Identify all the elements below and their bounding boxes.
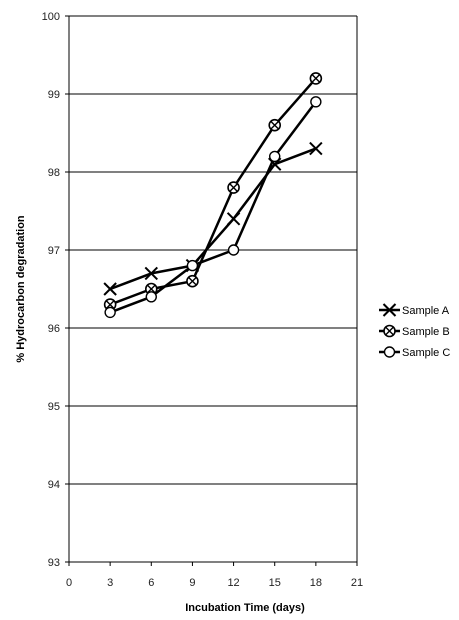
series-line-2 (109, 77, 317, 306)
series-markers (103, 72, 323, 319)
data-point-series-2 (103, 298, 117, 311)
y-tick-label: 95 (48, 401, 60, 413)
data-point-series-1 (103, 282, 117, 296)
legend-item: Sample B (379, 324, 450, 338)
y-tick-label: 99 (48, 89, 60, 101)
y-tick-label: 98 (48, 167, 60, 179)
y-tick-label: 97 (48, 245, 60, 257)
data-point-series-3 (227, 244, 240, 256)
series-line-3 (109, 101, 317, 314)
series-line-1 (109, 147, 317, 291)
series-lines (109, 77, 317, 314)
gridlines (69, 15, 357, 485)
data-point-series-3 (186, 259, 199, 272)
axes (65, 15, 358, 566)
data-point-series-2 (144, 282, 158, 296)
legend-marker (383, 346, 396, 358)
y-tick-label: 100 (42, 11, 60, 23)
data-point-series-3 (145, 291, 157, 303)
legend-label: Sample B (402, 326, 450, 338)
data-point-series-1 (309, 141, 323, 156)
legend-label: Sample C (402, 347, 450, 359)
x-tick-label: 15 (269, 577, 281, 589)
x-tick-label: 12 (227, 577, 239, 589)
legend-item: Sample A (379, 303, 450, 317)
data-point-series-1 (226, 212, 241, 226)
legend-marker (383, 324, 396, 338)
y-axis-title: % Hydrocarbon degradation (15, 215, 27, 363)
x-tick-label: 0 (66, 577, 72, 589)
y-tick-label: 94 (48, 479, 60, 491)
x-tick-label: 21 (351, 577, 363, 589)
legend-label: Sample A (402, 305, 450, 317)
x-axis-title: Incubation Time (days) (185, 602, 305, 614)
x-tick-label: 18 (310, 577, 322, 589)
data-point-series-2 (309, 72, 323, 85)
data-point-series-2 (227, 181, 240, 194)
data-point-series-1 (144, 266, 158, 281)
legend: Sample A Sample B Sample C (379, 303, 450, 359)
x-tick-label: 3 (107, 577, 113, 589)
legend-marker (382, 303, 397, 317)
y-tick-label: 93 (48, 557, 60, 569)
x-tick-label: 6 (148, 577, 154, 589)
x-tick-label: 9 (189, 577, 195, 589)
data-point-series-3 (104, 306, 116, 319)
data-point-series-2 (268, 118, 282, 132)
tick-labels: 93 94 95 96 97 98 99 100 0 3 6 9 12 15 18 21 (42, 11, 363, 589)
legend-item: Sample C (379, 346, 450, 359)
data-point-series-3 (310, 96, 322, 108)
data-point-series-3 (269, 150, 281, 163)
y-tick-label: 96 (48, 323, 60, 335)
data-point-series-2 (186, 274, 199, 288)
